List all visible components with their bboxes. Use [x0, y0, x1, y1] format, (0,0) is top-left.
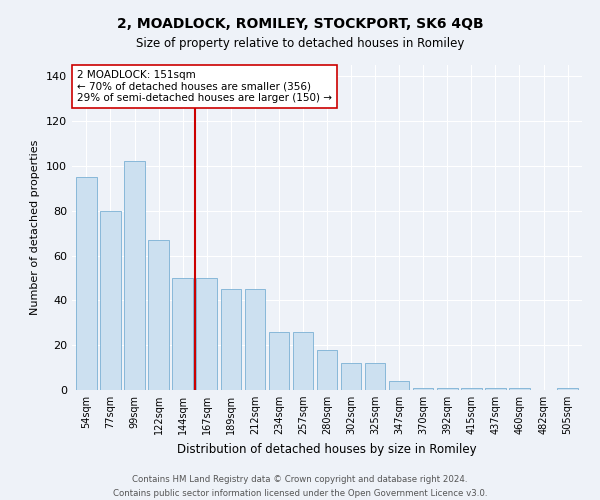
- Text: 2 MOADLOCK: 151sqm
← 70% of detached houses are smaller (356)
29% of semi-detach: 2 MOADLOCK: 151sqm ← 70% of detached hou…: [77, 70, 332, 103]
- Bar: [317, 350, 337, 390]
- Text: Size of property relative to detached houses in Romiley: Size of property relative to detached ho…: [136, 38, 464, 51]
- Bar: [245, 289, 265, 390]
- Text: 2, MOADLOCK, ROMILEY, STOCKPORT, SK6 4QB: 2, MOADLOCK, ROMILEY, STOCKPORT, SK6 4QB: [116, 18, 484, 32]
- Bar: [557, 388, 578, 390]
- Bar: [172, 278, 193, 390]
- Bar: [293, 332, 313, 390]
- Bar: [461, 388, 482, 390]
- Bar: [76, 177, 97, 390]
- Bar: [100, 210, 121, 390]
- X-axis label: Distribution of detached houses by size in Romiley: Distribution of detached houses by size …: [177, 442, 477, 456]
- Bar: [269, 332, 289, 390]
- Bar: [509, 388, 530, 390]
- Bar: [196, 278, 217, 390]
- Bar: [413, 388, 433, 390]
- Text: Contains HM Land Registry data © Crown copyright and database right 2024.
Contai: Contains HM Land Registry data © Crown c…: [113, 476, 487, 498]
- Y-axis label: Number of detached properties: Number of detached properties: [31, 140, 40, 315]
- Bar: [124, 162, 145, 390]
- Bar: [221, 289, 241, 390]
- Bar: [485, 388, 506, 390]
- Bar: [437, 388, 458, 390]
- Bar: [341, 363, 361, 390]
- Bar: [389, 381, 409, 390]
- Bar: [365, 363, 385, 390]
- Bar: [148, 240, 169, 390]
